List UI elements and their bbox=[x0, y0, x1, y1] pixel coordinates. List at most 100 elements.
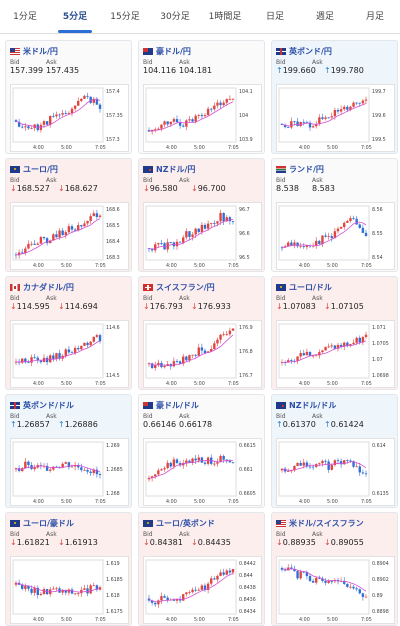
candle-body bbox=[324, 460, 327, 462]
rate-card[interactable]: ユーロ/豪ドル Bid Ask ↓1.61821 ↓1.61913 1.619 1.6185… bbox=[5, 512, 132, 626]
candle-body bbox=[213, 105, 216, 110]
rate-card[interactable]: 豪ドル/円 Bid Ask 104.116 104.181 104.1 104 103.9 4:… bbox=[138, 40, 265, 154]
candle-body bbox=[302, 246, 305, 248]
down-arrow-icon: ↓ bbox=[10, 302, 17, 311]
rate-card[interactable]: 米ドル/スイスフラン Bid Ask ↓0.88935 ↓0.89055 0.8904 0.… bbox=[271, 512, 398, 626]
tab-3[interactable]: 30分足 bbox=[160, 12, 190, 22]
tab-5[interactable]: 日足 bbox=[265, 12, 284, 22]
candlestick-chart[interactable]: 104.1 104 103.9 4:00 5:00 7:05 bbox=[143, 84, 262, 152]
pair-name[interactable]: ユーロ/ドル bbox=[289, 282, 332, 292]
candlestick-chart[interactable]: 8.56 8.55 8.54 4:00 5:00 7:05 bbox=[276, 202, 395, 270]
candle-body bbox=[27, 585, 30, 589]
rate-card[interactable]: 英ポンド/円 Bid Ask ↑199.660 ↑199.780 199.7 199.6 19… bbox=[271, 40, 398, 154]
y-tick-label: 176.7 bbox=[239, 373, 253, 379]
candle-body bbox=[355, 218, 358, 225]
rate-card[interactable]: ユーロ/英ポンド Bid Ask ↓0.84381 ↓0.84435 0.8442 0.84… bbox=[138, 512, 265, 626]
candlestick-chart[interactable]: 0.6615 0.661 0.6605 4:00 5:00 7:05 bbox=[143, 438, 262, 506]
tab-1[interactable]: 5分足 bbox=[50, 0, 100, 33]
candle-body bbox=[157, 362, 160, 365]
candle-body bbox=[352, 102, 355, 107]
candle-body bbox=[330, 236, 333, 239]
moving-average-line bbox=[148, 460, 234, 479]
pair-name[interactable]: 豪ドル/円 bbox=[156, 46, 191, 56]
tab-6[interactable]: 週足 bbox=[315, 12, 334, 22]
pair-name[interactable]: NZドル/ドル bbox=[289, 400, 337, 410]
candlestick-chart[interactable]: 96.7 96.6 96.5 4:00 5:00 7:05 bbox=[143, 202, 262, 270]
candle-body bbox=[219, 213, 222, 222]
candlestick-chart[interactable]: 114.6 114.5 4:00 5:00 7:05 bbox=[10, 320, 129, 388]
tab-7[interactable]: 月足 bbox=[365, 12, 384, 22]
candlestick-chart[interactable]: 1.619 1.6185 1.618 1.6175 4:00 5:00 7:05 bbox=[10, 556, 129, 624]
rate-card[interactable]: 豪ドル/ドル Bid Ask 0.66146 0.66178 0.6615 0.661 0.6… bbox=[138, 394, 265, 508]
ask-value: 1.07105 bbox=[330, 302, 364, 311]
bid-label: Bid bbox=[276, 531, 286, 538]
candle-body bbox=[21, 252, 24, 254]
y-tick-label: 0.8902 bbox=[372, 577, 389, 583]
pair-name[interactable]: 英ポンド/円 bbox=[289, 46, 332, 56]
y-tick-label: 1.07 bbox=[372, 357, 383, 363]
candle-body bbox=[154, 364, 157, 369]
tab-4[interactable]: 1時間足 bbox=[208, 12, 242, 22]
candle-body bbox=[70, 466, 74, 468]
rate-card[interactable]: NZドル/ドル Bid Ask ↑0.61370 ↑0.61424 0.614 0.6135… bbox=[271, 394, 398, 508]
tab-0[interactable]: 1分足 bbox=[13, 12, 37, 22]
candle-body bbox=[330, 465, 333, 470]
candle-body bbox=[73, 105, 77, 109]
candle-body bbox=[210, 349, 213, 352]
y-tick-label: 0.614 bbox=[372, 443, 386, 449]
candlestick-chart[interactable]: 1.071 1.0705 1.07 1.0698 4:00 5:00 7:05 bbox=[276, 320, 395, 388]
candle-body bbox=[185, 592, 188, 595]
pair-name[interactable]: スイスフラン/円 bbox=[156, 282, 215, 292]
ask-label: Ask bbox=[46, 413, 57, 420]
candlestick-chart[interactable]: 0.8442 0.844 0.8438 0.8436 0.8434 4:00 5:00 7:0… bbox=[143, 556, 262, 624]
pair-name[interactable]: 豪ドル/ドル bbox=[156, 400, 199, 410]
candle-body bbox=[73, 229, 77, 231]
rate-card[interactable]: 米ドル/円 Bid Ask 157.399 157.435 157.4 157.35 157.… bbox=[5, 40, 132, 154]
pair-name[interactable]: ユーロ/英ポンド bbox=[156, 518, 215, 528]
down-arrow-icon: ↓ bbox=[10, 538, 17, 547]
candlestick-chart[interactable]: 1.269 1.2685 1.268 4:00 5:00 7:05 bbox=[10, 438, 129, 506]
candlestick-chart[interactable]: 157.4 157.35 157.3 4:00 5:00 7:05 bbox=[10, 84, 129, 152]
candlestick-chart[interactable]: 199.7 199.6 199.5 4:00 5:00 7:05 bbox=[276, 84, 395, 152]
x-tick-label: 5:00 bbox=[61, 145, 72, 151]
candle-body bbox=[305, 245, 309, 248]
candle-body bbox=[92, 98, 95, 103]
rate-card[interactable]: NZドル/円 Bid Ask ↓96.580 ↓96.700 96.7 96.6 96.5 4:… bbox=[138, 158, 265, 272]
candle-body bbox=[191, 119, 194, 122]
moving-average-line bbox=[281, 103, 367, 127]
pair-name[interactable]: 米ドル/スイスフラン bbox=[289, 518, 364, 528]
candlestick-chart[interactable]: 176.9 176.8 176.7 4:00 5:00 7:05 bbox=[143, 320, 262, 388]
pair-name[interactable]: NZドル/円 bbox=[156, 164, 196, 174]
x-tick-label: 5:00 bbox=[61, 499, 72, 505]
pair-name[interactable]: 米ドル/円 bbox=[23, 46, 58, 56]
candlestick-chart[interactable]: 0.614 0.6135 4:00 5:00 7:05 bbox=[276, 438, 395, 506]
rate-card[interactable]: スイスフラン/円 Bid Ask ↓176.793 ↓176.933 176.9 176.8… bbox=[138, 276, 265, 390]
candle-body bbox=[83, 95, 86, 99]
rate-card[interactable]: ランド/円 Bid Ask 8.538 8.583 8.56 8.55 8.54 4:00 5:0… bbox=[271, 158, 398, 272]
x-tick-label: 7:05 bbox=[95, 263, 106, 269]
rate-card[interactable]: ユーロ/円 Bid Ask ↓168.527 ↓168.627 168.6 168.5 168… bbox=[5, 158, 132, 272]
candle-body bbox=[157, 470, 160, 475]
candle-body bbox=[150, 248, 154, 251]
candle-body bbox=[302, 353, 305, 356]
pair-name[interactable]: 英ポンド/ドル bbox=[23, 400, 74, 410]
candle-body bbox=[73, 348, 77, 353]
y-tick-label: 0.8898 bbox=[372, 609, 389, 615]
candle-body bbox=[83, 469, 86, 471]
pair-name[interactable]: カナダドル/円 bbox=[23, 282, 74, 292]
chart-svg: 104.1 104 103.9 4:00 5:00 7:05 bbox=[145, 87, 253, 151]
candle-body bbox=[296, 462, 299, 466]
rate-card[interactable]: ユーロ/ドル Bid Ask ↓1.07083 ↓1.07105 1.071 1.0705 1… bbox=[271, 276, 398, 390]
candle-body bbox=[160, 469, 163, 471]
candle-body bbox=[327, 236, 330, 237]
rate-card[interactable]: カナダドル/円 Bid Ask ↓114.595 ↓114.694 114.6 114.5 4… bbox=[5, 276, 132, 390]
candlestick-chart[interactable]: 0.8904 0.8902 0.89 0.8898 4:00 5:00 7:05 bbox=[276, 556, 395, 624]
candle-body bbox=[287, 360, 290, 363]
pair-name[interactable]: ユーロ/円 bbox=[23, 164, 58, 174]
rate-card[interactable]: 英ポンド/ドル Bid Ask ↑1.26857 ↑1.26886 1.269 1.2685… bbox=[5, 394, 132, 508]
pair-name[interactable]: ユーロ/豪ドル bbox=[23, 518, 74, 528]
candlestick-chart[interactable]: 168.6 168.5 168.4 168.3 4:00 5:00 7:05 bbox=[10, 202, 129, 270]
pair-name[interactable]: ランド/円 bbox=[289, 164, 324, 174]
ask-label: Ask bbox=[312, 531, 323, 538]
tab-2[interactable]: 15分足 bbox=[110, 12, 140, 22]
